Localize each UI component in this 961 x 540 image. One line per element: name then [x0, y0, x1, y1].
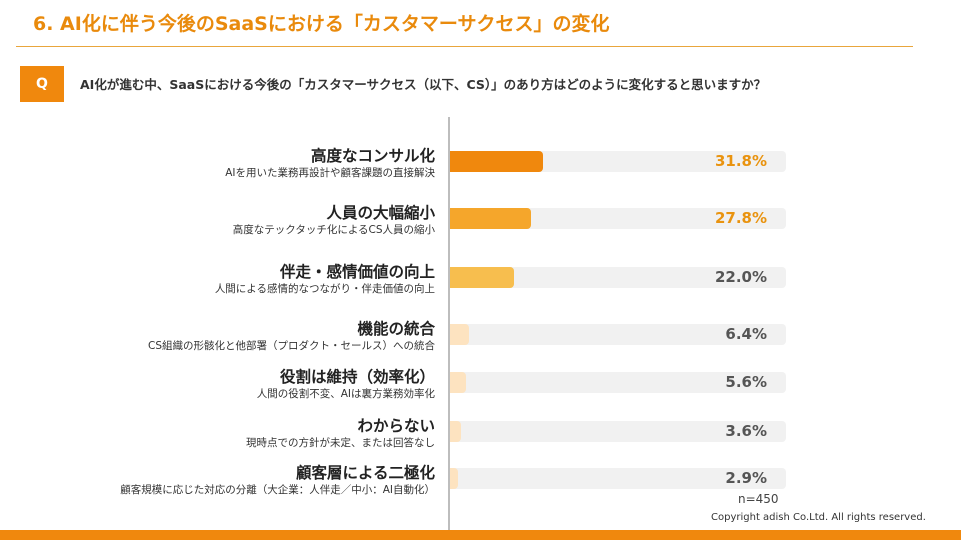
category-sublabel: 人間の役割不変、AIは裏方業務効率化 — [256, 388, 435, 400]
bar — [450, 208, 532, 229]
bar-track — [450, 208, 786, 229]
bar — [450, 324, 469, 345]
bar-track — [450, 267, 786, 288]
bar — [450, 267, 515, 288]
category-label: 伴走・感情価値の向上 — [279, 263, 435, 281]
category-sublabel: AIを用いた業務再設計や顧客課題の直接解決 — [225, 167, 435, 179]
value-label: 6.4% — [725, 325, 767, 343]
question-badge: Q — [20, 66, 64, 102]
value-label: 31.8% — [714, 152, 767, 170]
category-label: 人員の大幅縮小 — [326, 204, 435, 222]
category-sublabel: 高度なテックタッチ化によるCS人員の縮小 — [232, 224, 435, 236]
value-label: 2.9% — [725, 469, 767, 487]
bar-track — [450, 468, 786, 489]
bar-track — [450, 372, 786, 393]
copyright-text: Copyright adish Co.Ltd. All rights reser… — [711, 512, 926, 523]
bar-track — [450, 324, 786, 345]
bar — [450, 421, 461, 442]
slide-title: 6. AI化に伴う今後のSaaSにおける「カスタマーサクセス」の変化 — [33, 13, 610, 35]
footer-bar — [0, 530, 961, 540]
value-label: 22.0% — [714, 268, 767, 286]
bar — [450, 151, 543, 172]
bar-track — [450, 421, 786, 442]
category-sublabel: 顧客規模に応じた対応の分離（大企業：人伴走／中小：AI自動化） — [120, 484, 435, 496]
category-label: わからない — [357, 417, 435, 435]
value-label: 5.6% — [725, 373, 767, 391]
value-label: 3.6% — [725, 422, 767, 440]
category-label: 役割は維持（効率化） — [279, 368, 435, 386]
category-sublabel: 現時点での方針が未定、または回答なし — [246, 437, 435, 449]
sample-size: n=450 — [738, 492, 779, 506]
category-label: 顧客層による二極化 — [295, 464, 435, 482]
title-divider — [16, 46, 913, 47]
value-label: 27.8% — [714, 209, 767, 227]
category-label: 高度なコンサル化 — [310, 147, 435, 165]
category-label: 機能の統合 — [357, 320, 435, 338]
bar — [450, 468, 459, 489]
category-sublabel: CS組織の形骸化と他部署（プロダクト・セールス）への統合 — [148, 340, 435, 352]
chart-axis-line — [448, 117, 450, 530]
question-text: AI化が進む中、SaaSにおける今後の「カスタマーサクセス（以下、CS）」のあり… — [80, 77, 767, 92]
category-sublabel: 人間による感情的なつながり・伴走価値の向上 — [214, 283, 435, 295]
bar — [450, 372, 467, 393]
